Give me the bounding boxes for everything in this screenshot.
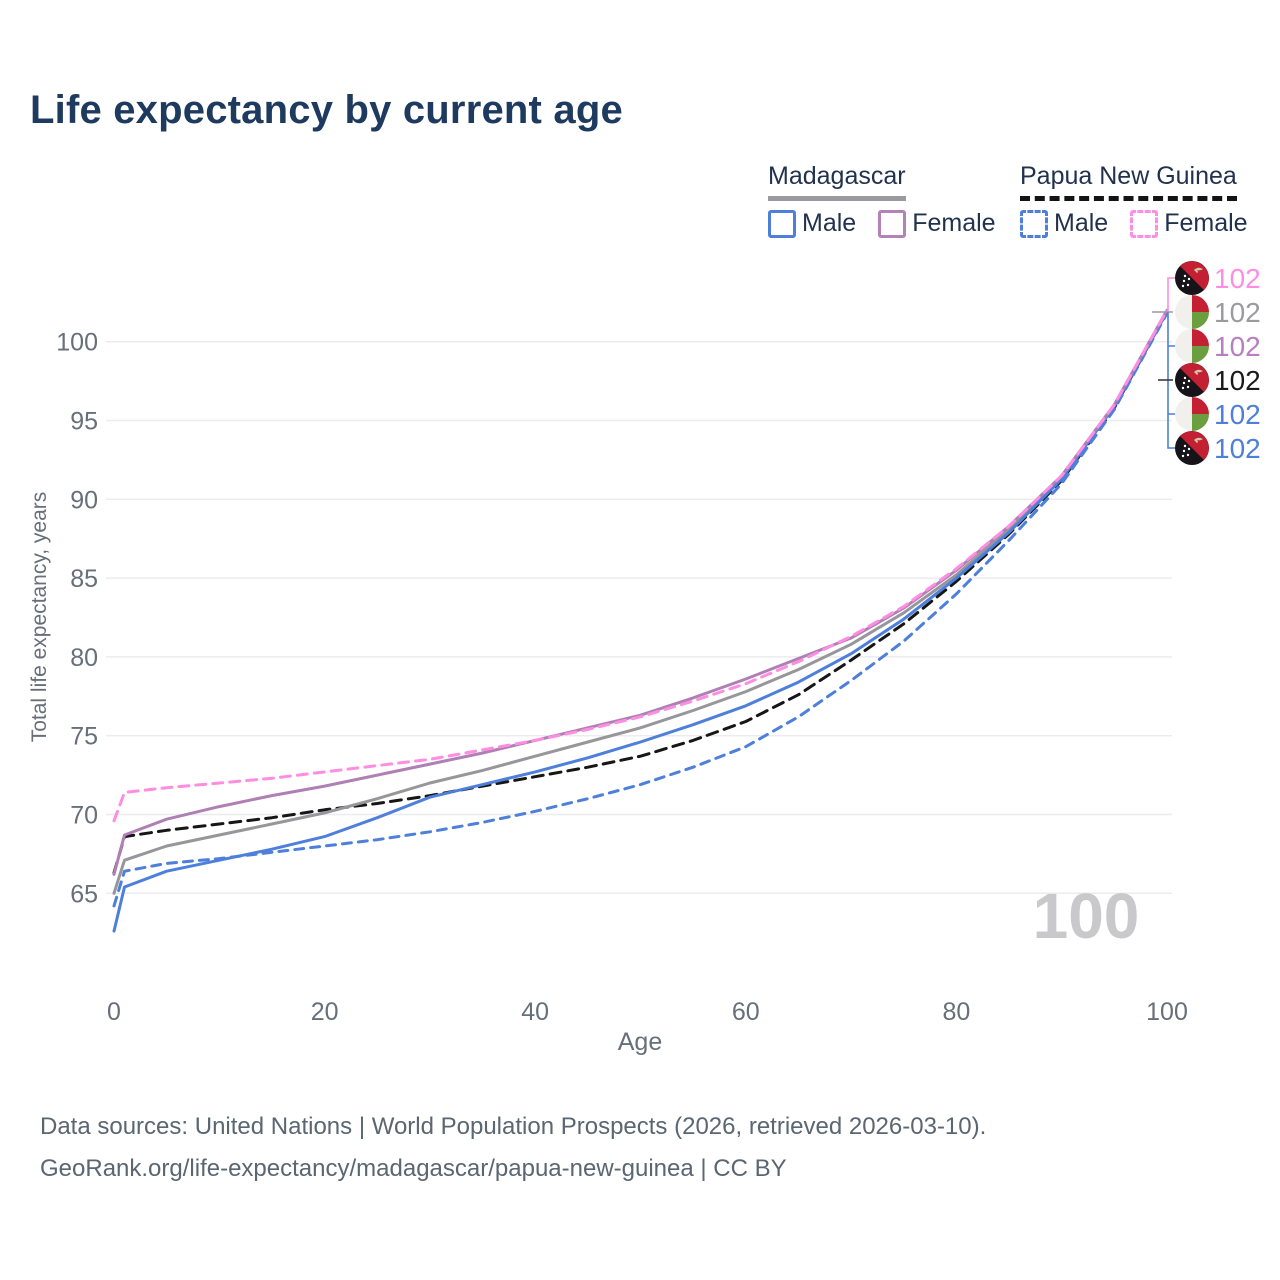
png-male-swatch-icon [1020, 209, 1048, 238]
end-label-connector [1167, 312, 1176, 449]
y-axis-tick-label: 70 [70, 802, 98, 830]
data-sources-text: Data sources: United Nations | World Pop… [40, 1113, 987, 1140]
flag-green-band [1192, 346, 1209, 363]
x-axis-tick-label: 100 [1146, 998, 1188, 1026]
flag-star [1183, 444, 1187, 448]
end-value-label: 102 [1214, 365, 1261, 396]
y-axis-tick-label: 75 [70, 723, 98, 751]
y-axis-title: Total life expectancy, years [28, 492, 51, 743]
flag-star [1182, 279, 1186, 283]
series-line-mdg_female[interactable] [112, 308, 1169, 876]
flag-green-band [1192, 414, 1209, 431]
madagascar-female-swatch-icon [878, 209, 907, 238]
chart-footer: Data sources: United Nations | World Pop… [40, 1106, 1200, 1190]
y-axis-tick-label: 80 [70, 644, 98, 672]
series-line-png_male[interactable] [112, 311, 1169, 908]
flag-star [1181, 386, 1185, 390]
flag-star [1187, 277, 1191, 281]
y-axis-tick-label: 95 [70, 408, 98, 436]
madagascar-male-swatch-icon [768, 209, 796, 238]
end-label-connector [1165, 277, 1176, 312]
end-value-label: 102 [1214, 331, 1261, 362]
end-label-row [1175, 261, 1209, 295]
end-label-row [1175, 397, 1209, 431]
flag-star [1183, 274, 1187, 278]
y-axis-tick-label: 100 [56, 329, 98, 357]
legend-group-papua-new-guinea: Papua New Guinea Male Female [1020, 162, 1248, 238]
end-value-label: 102 [1214, 297, 1261, 328]
legend-item-madagascar-female[interactable]: Female [878, 209, 996, 238]
legend-item-label: Female [1164, 209, 1248, 237]
flag-star [1186, 385, 1190, 389]
legend-item-label: Male [802, 209, 857, 237]
y-axis-tick-label: 90 [70, 486, 98, 514]
flag-bird [1194, 369, 1203, 375]
hover-age-watermark: 100 [1033, 880, 1140, 952]
png-female-swatch-icon [1130, 209, 1159, 238]
end-label-row [1175, 363, 1209, 397]
end-label-row [1175, 295, 1209, 329]
legend-item-label: Male [1054, 209, 1109, 237]
x-axis-tick-label: 0 [107, 998, 121, 1026]
flag-star [1181, 454, 1185, 458]
y-axis-tick-label: 85 [70, 565, 98, 593]
legend-item-png-female[interactable]: Female [1130, 209, 1248, 238]
flag-red-band [1192, 329, 1209, 346]
flag-star [1182, 381, 1186, 385]
flag-red-band [1192, 397, 1209, 414]
flag-star [1183, 376, 1187, 380]
end-label-row [1175, 329, 1209, 363]
page-title: Life expectancy by current age [30, 88, 623, 132]
flag-bird [1194, 437, 1203, 443]
legend-item-png-male[interactable]: Male [1020, 209, 1108, 238]
flag-star [1187, 447, 1191, 451]
legend-item-label: Female [912, 209, 996, 237]
legend-group-madagascar-title[interactable]: Madagascar [768, 162, 906, 201]
end-value-label: 102 [1214, 263, 1261, 294]
end-value-label: 102 [1214, 399, 1261, 430]
x-axis-title: Age [618, 1028, 662, 1056]
y-axis-tick-label: 65 [70, 880, 98, 908]
x-axis-tick-label: 60 [732, 998, 760, 1026]
x-axis-tick-label: 20 [311, 998, 339, 1026]
flag-green-band [1192, 312, 1209, 329]
end-value-label: 102 [1214, 433, 1261, 464]
x-axis-tick-label: 40 [521, 998, 549, 1026]
attribution-link-text[interactable]: GeoRank.org/life-expectancy/madagascar/p… [40, 1155, 787, 1182]
series-line-png_female[interactable] [112, 308, 1169, 823]
flag-star [1181, 284, 1185, 288]
end-label-row [1175, 431, 1209, 465]
x-axis-tick-label: 80 [942, 998, 970, 1026]
legend-group-papua-new-guinea-title[interactable]: Papua New Guinea [1020, 162, 1237, 201]
flag-star [1186, 453, 1190, 457]
legend-group-madagascar: Madagascar Male Female [768, 162, 996, 238]
flag-star [1186, 283, 1190, 287]
flag-bird [1194, 267, 1203, 273]
flag-red-band [1192, 295, 1209, 312]
legend-item-madagascar-male[interactable]: Male [768, 209, 856, 238]
series-line-png_all[interactable] [112, 310, 1169, 875]
flag-star [1187, 379, 1191, 383]
series-line-mdg_all[interactable] [112, 310, 1169, 895]
series-line-mdg_male[interactable] [112, 310, 1169, 933]
flag-star [1182, 449, 1186, 453]
